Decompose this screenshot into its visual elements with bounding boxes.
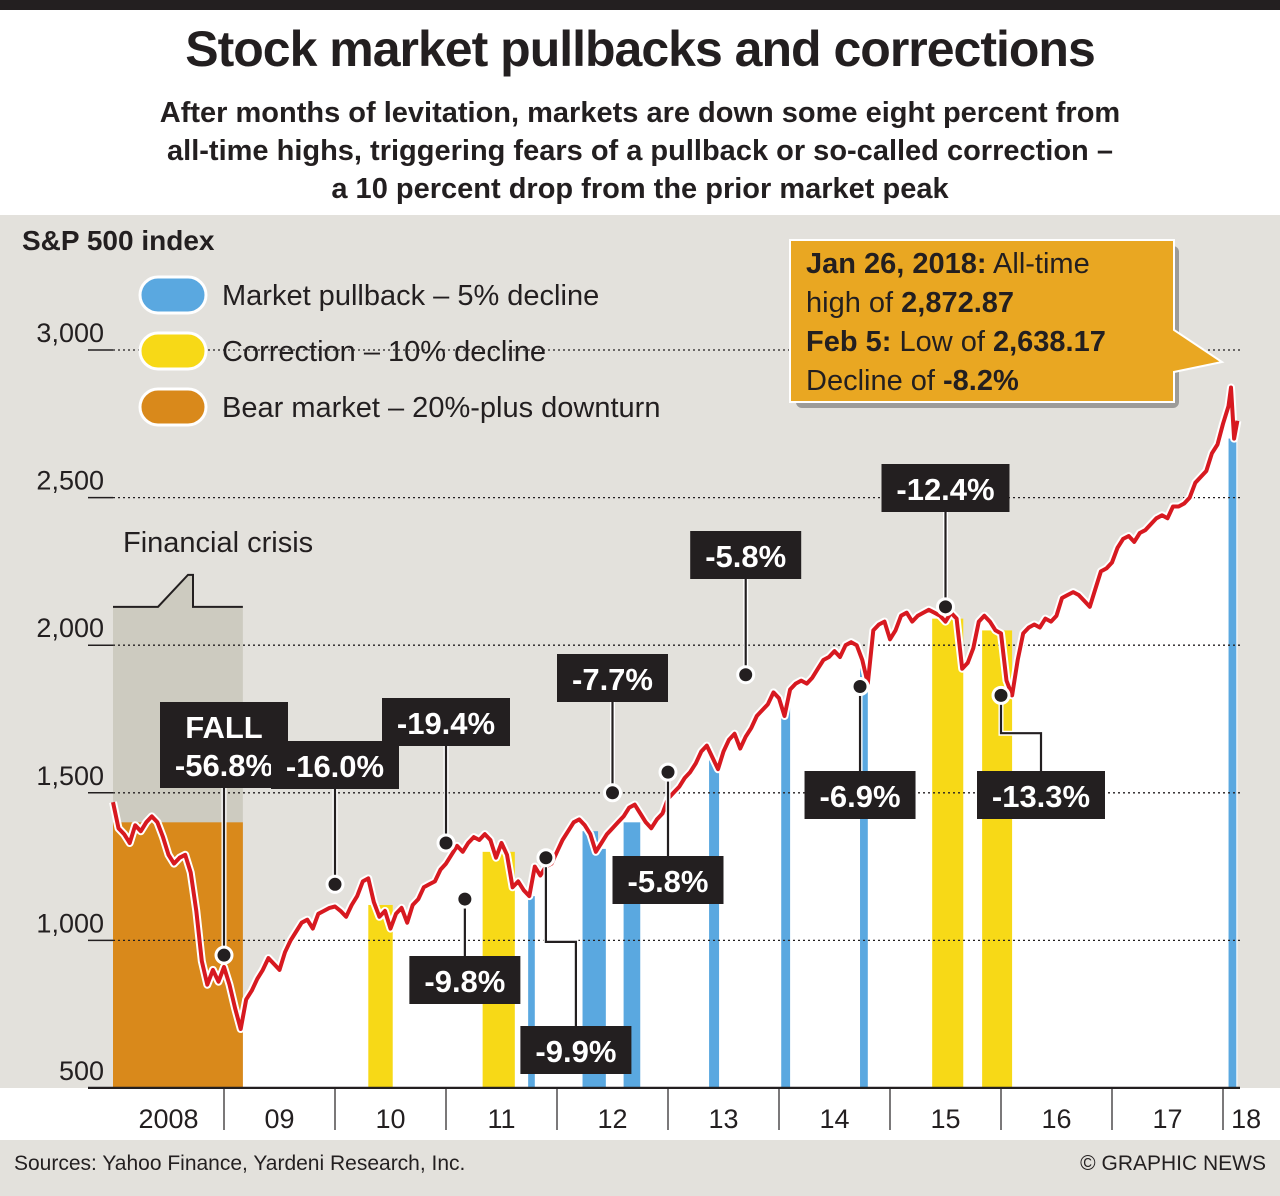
annotation-dot: [852, 679, 868, 695]
callout-bold-text: 2,872.87: [901, 287, 1014, 319]
callout-text: high of: [806, 287, 901, 319]
y-tick-label: 2,000: [36, 613, 104, 643]
callout-text: All-time: [987, 248, 1090, 280]
x-tick-label: 13: [708, 1104, 738, 1134]
legend-swatch-correction: [140, 333, 206, 369]
callout-line: Decline of -8.2%: [806, 365, 1019, 397]
x-tick-label: 14: [819, 1104, 849, 1134]
x-tick-label: 17: [1152, 1104, 1182, 1134]
legend-label-correction: Correction – 10% decline: [222, 336, 546, 368]
callout-line: Jan 26, 2018: All-time: [806, 248, 1090, 280]
annotation-label: -16.0%: [286, 749, 384, 784]
pullback-band: [709, 760, 719, 1088]
y-axis-title: S&P 500 index: [22, 225, 215, 256]
callout-bold-text: 2,638.17: [993, 326, 1106, 358]
annotation-label: -9.8%: [424, 964, 505, 999]
annotation-dot: [438, 835, 454, 851]
y-tick-label: 3,000: [36, 318, 104, 348]
annotation-label: -9.9%: [535, 1034, 616, 1069]
annotation-dot: [605, 785, 621, 801]
pullback-band: [1229, 439, 1237, 1088]
correction-band: [368, 905, 392, 1088]
annotation-dot: [216, 947, 232, 963]
sources-text: Sources: Yahoo Finance, Yardeni Research…: [14, 1152, 465, 1176]
annotation-dot: [738, 667, 754, 683]
annotation-dot: [938, 599, 954, 615]
callout-line: high of 2,872.87: [806, 287, 1014, 319]
annotation-label: -5.8%: [705, 539, 786, 574]
credit-text: © GRAPHIC NEWS: [1080, 1152, 1266, 1176]
legend-swatch-pullback: [140, 277, 206, 313]
x-tick-label: 09: [264, 1104, 294, 1134]
y-tick-label: 2,500: [36, 466, 104, 496]
annotation-label: -7.7%: [572, 662, 653, 697]
pullback-band: [781, 707, 790, 1088]
y-tick-label: 1,500: [36, 761, 104, 791]
annotation-dot: [993, 687, 1009, 703]
callout-bold-text: -8.2%: [943, 365, 1019, 397]
x-tick-label: 18: [1231, 1104, 1261, 1134]
annotation-label: FALL: [185, 710, 263, 745]
x-tick-label: 16: [1041, 1104, 1071, 1134]
annotation-dot: [538, 850, 554, 866]
financial-crisis-label: Financial crisis: [123, 527, 313, 559]
sp500-chart: Financial crisis 500 1,000 1,500 2,000 2,500 3…: [0, 0, 1280, 1140]
x-tick-label: 10: [375, 1104, 405, 1134]
legend-label-pullback: Market pullback – 5% decline: [222, 280, 599, 312]
callout-line: Feb 5: Low of 2,638.17: [806, 326, 1106, 358]
annotation-dot: [327, 876, 343, 892]
y-tick-label: 500: [59, 1056, 104, 1086]
callout-text: Decline of: [806, 365, 943, 397]
annotation-dot: [457, 891, 473, 907]
annotation-label: -56.8%: [175, 748, 273, 783]
y-tick-label: 1,000: [36, 908, 104, 938]
callout-text: Low of: [891, 326, 993, 358]
x-tick-label: 12: [597, 1104, 627, 1134]
x-tick-label: 15: [930, 1104, 960, 1134]
legend-label-bear: Bear market – 20%-plus downturn: [222, 392, 660, 424]
callout-bold-text: Feb 5:: [806, 326, 891, 358]
all-time-high-callout: Jan 26, 2018: All-time high of 2,872.87 Fe…: [790, 240, 1222, 408]
annotation-label: -5.8%: [628, 864, 709, 899]
callout-bold-text: Jan 26, 2018:: [806, 248, 987, 280]
annotation-label: -19.4%: [397, 706, 495, 741]
legend-swatch-bear: [140, 389, 206, 425]
annotation-label: -12.4%: [896, 472, 994, 507]
annotation-dot: [660, 764, 676, 780]
annotation-label: -6.9%: [820, 779, 901, 814]
x-tick-label: 2008: [138, 1104, 198, 1134]
correction-band: [932, 619, 963, 1088]
annotation-label: -13.3%: [992, 779, 1090, 814]
x-tick-label: 11: [487, 1104, 515, 1134]
